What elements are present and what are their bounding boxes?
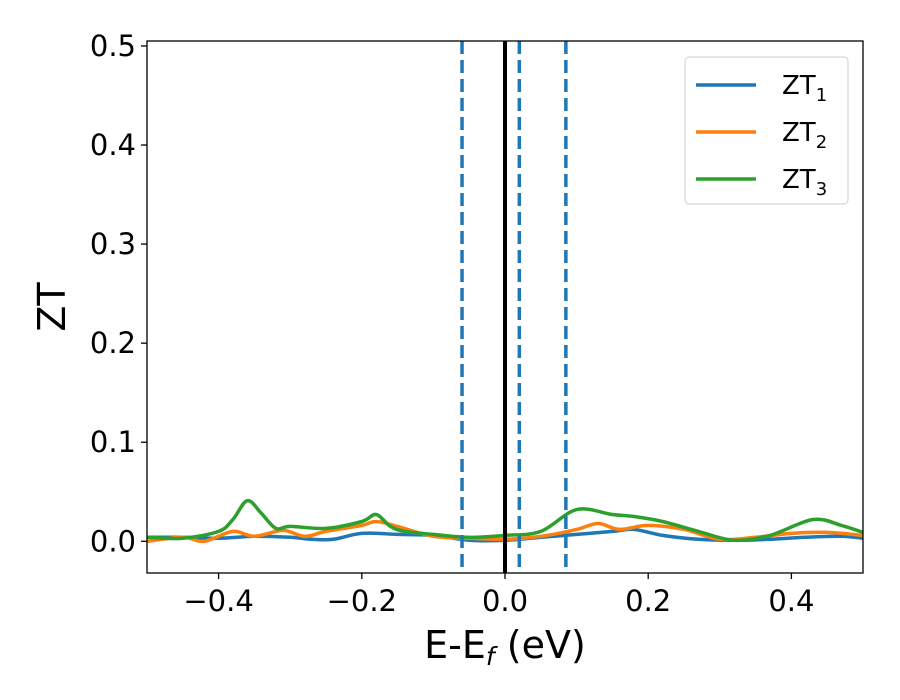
y-tick-label: 0.4	[90, 128, 136, 162]
x-axis-label-unit: (eV)	[495, 623, 586, 667]
y-tick-label: 0.1	[90, 425, 136, 459]
legend-label-zt2: ZT2	[782, 118, 827, 153]
x-tick-label: 0.4	[768, 584, 814, 618]
y-tick-label: 0.0	[90, 524, 136, 558]
x-axis-label: E-Ef (eV)	[424, 623, 586, 671]
legend-label-zt1: ZT1	[782, 71, 827, 106]
y-axis-label: ZT	[30, 282, 74, 332]
axis-ticks: −0.4 −0.2 0.0 0.2 0.4 0.0 0.1 0.2 0.3 0.4 0.5	[90, 29, 815, 618]
y-tick-label: 0.5	[90, 29, 136, 63]
plot-area	[147, 41, 863, 573]
x-tick-label: 0.0	[482, 584, 528, 618]
legend-label-zt3: ZT3	[782, 165, 827, 200]
y-tick-label: 0.2	[90, 326, 136, 360]
legend: ZT1 ZT2 ZT3	[684, 56, 849, 205]
x-tick-label: −0.2	[327, 584, 397, 618]
x-tick-label: −0.4	[183, 584, 253, 618]
legend-box	[684, 56, 849, 205]
y-tick-label: 0.3	[90, 227, 136, 261]
series-line-zt3	[147, 498, 863, 543]
x-axis-label-main: E-E	[424, 623, 486, 667]
x-tick-label: 0.2	[625, 584, 671, 618]
